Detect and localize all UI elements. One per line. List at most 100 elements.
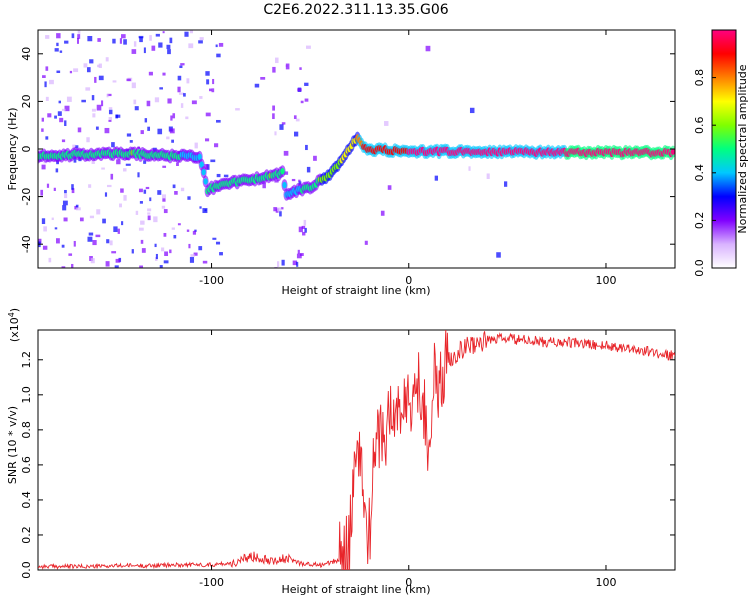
spectrogram-noise-cell — [123, 39, 127, 45]
spectrogram-noise-cell — [186, 78, 190, 84]
spectrogram-noise-cell — [313, 155, 317, 161]
spectrogram-noise-cell — [159, 87, 163, 90]
spectrogram-noise-cell — [161, 194, 167, 199]
spectrogram-noise-cell — [64, 105, 70, 112]
spectrogram-noise-cell — [380, 210, 385, 216]
colorbar-tick-label: 0.8 — [693, 69, 706, 87]
spectrogram-noise-cell — [138, 227, 144, 231]
spectrogram-noise-cell — [137, 172, 140, 178]
spectrogram-noise-cell — [68, 253, 73, 256]
spectrogram-noise-cell — [56, 70, 61, 74]
spectrogram-noise-cell — [108, 119, 112, 122]
spectrogram-noise-cell — [254, 83, 260, 88]
spectrogram-noise-cell — [48, 257, 52, 263]
spectrogram-noise-cell — [144, 118, 148, 123]
spectrogram-noise-cell — [188, 43, 194, 49]
spectrogram-noise-cell — [71, 263, 74, 268]
spectrogram-noise-cell — [364, 240, 368, 245]
spectrogram-noise-cell — [88, 232, 94, 236]
spectrogram-noise-cell — [285, 63, 290, 70]
spectrogram-noise-cell — [64, 120, 67, 127]
spectrogram-noise-cell — [110, 173, 114, 180]
spectrogram-noise-cell — [304, 82, 309, 86]
spectrogram-noise-cell — [115, 258, 121, 263]
spectrogram-noise-cell — [171, 139, 174, 143]
spectrogram-noise-cell — [166, 136, 170, 140]
spectrogram-noise-cell — [134, 106, 139, 111]
spectrogram-noise-cell — [77, 34, 81, 39]
spectrogram-noise-cell — [140, 220, 145, 225]
spectrogram-noise-cell — [297, 88, 302, 92]
snr-series-line — [38, 330, 675, 570]
spectrogram-noise-cell — [272, 66, 276, 73]
spectrogram-noise-cell — [59, 50, 63, 53]
spectrogram-noise-cell — [297, 249, 300, 254]
spectrogram-noise-cell — [64, 189, 67, 194]
spectrogram-noise-cell — [291, 178, 296, 182]
spectrogram-noise-cell — [51, 217, 54, 221]
spectrogram-noise-cell — [274, 179, 279, 183]
spectrogram-noise-cell — [188, 243, 191, 249]
spectrogram-noise-cell — [145, 186, 150, 190]
spectrogram-noise-cell — [66, 96, 72, 102]
spectrogram-noise-cell — [169, 249, 172, 254]
spectrogram-noise-cell — [116, 159, 121, 165]
spectrogram-noise-cell — [56, 42, 59, 47]
spectrogram-noise-cell — [212, 237, 217, 240]
spectrogram-noise-cell — [157, 128, 163, 135]
spectrogram-noise-cell — [171, 227, 175, 230]
spectrogram-noise-cell — [172, 113, 176, 119]
snr-panel: -100 0 100 0.0 0.2 0.4 0.6 0.8 1.0 1.2 Height of… — [6, 308, 676, 596]
spectrogram-noise-cell — [304, 98, 309, 102]
spectrogram-noise-cell — [101, 167, 105, 170]
spectrogram-noise-cell — [272, 105, 275, 111]
spectrogram-noise-cell — [45, 96, 49, 101]
spectrogram-noise-cell — [120, 188, 124, 193]
spectrogram-noise-cell — [45, 136, 49, 140]
spectrogram-noise-cell — [129, 140, 133, 143]
spectrogram-noise-cell — [42, 75, 46, 78]
spectrogram-noise-cell — [55, 238, 60, 244]
spectrogram-noise-cell — [274, 131, 277, 136]
spectrogram-x-tick-label: 0 — [405, 274, 412, 287]
spectrogram-noise-cell — [303, 219, 307, 226]
spectrogram-noise-cell — [298, 181, 302, 185]
spectrogram-noise-cell — [425, 45, 431, 52]
snr-y-tick-label: 1.2 — [20, 351, 33, 369]
spectrogram-noise-cell — [72, 144, 76, 148]
spectrogram-noise-cell — [153, 216, 158, 223]
spectrogram-noise-cell — [184, 31, 189, 37]
spectrogram-noise-cell — [143, 160, 147, 164]
spectrogram-noise-cell — [219, 252, 223, 256]
spectrogram-y-tick-label: 20 — [20, 94, 33, 108]
spectrogram-noise-cell — [169, 128, 175, 134]
spectrogram-noise-cell — [272, 113, 275, 120]
spectrogram-noise-cell — [75, 204, 79, 208]
spectrogram-noise-cell — [157, 190, 162, 195]
spectrogram-noise-cell — [105, 57, 109, 62]
spectrogram-noise-cell — [44, 81, 47, 88]
spectrogram-noise-cell — [41, 128, 44, 132]
spectrogram-noise-cell — [41, 164, 46, 170]
spectrogram-noise-cell — [177, 223, 181, 226]
spectrogram-noise-cell — [53, 187, 56, 191]
colorbar-tick-label: 0.2 — [693, 212, 706, 230]
spectrogram-noise-cell — [83, 63, 88, 68]
spectrogram-noise-cell — [108, 107, 113, 110]
spectrogram-noise-cell — [198, 246, 203, 251]
colorbar-tick-label: 0.4 — [693, 164, 706, 182]
spectrogram-noise-cell — [296, 261, 299, 267]
snr-y-tick-label: 0.8 — [20, 421, 33, 439]
spectrogram-noise-cell — [281, 207, 284, 210]
spectrogram-noise-cell — [114, 265, 119, 268]
spectrogram-noise-cell — [86, 137, 90, 143]
spectrogram-noise-cell — [215, 44, 218, 48]
spectrogram-noise-cell — [121, 34, 126, 39]
spectrogram-noise-cell — [216, 173, 221, 178]
spectrogram-noise-cell — [94, 76, 97, 83]
spectrogram-noise-cell — [294, 131, 299, 137]
spectrogram-noise-cell — [151, 45, 156, 51]
spectrogram-noise-cell — [61, 266, 66, 268]
spectrogram-noise-cell — [214, 143, 219, 148]
